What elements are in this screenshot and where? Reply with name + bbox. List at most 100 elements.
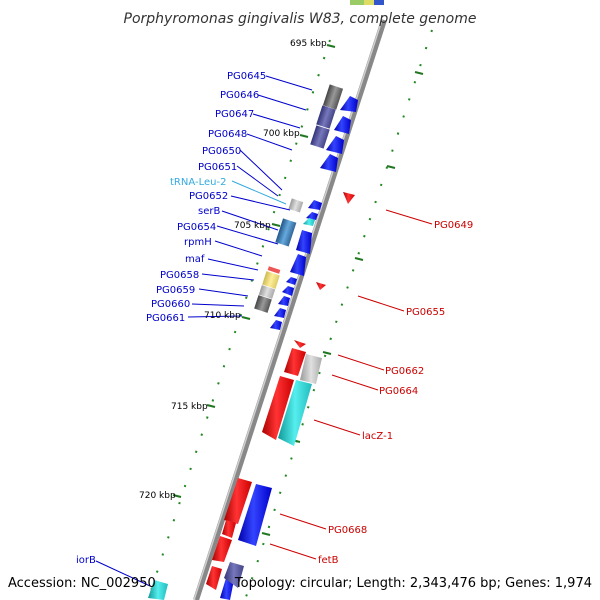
tick-mark <box>322 351 332 355</box>
tick-label: 720 kbp <box>139 491 176 501</box>
tick-mark <box>299 134 309 138</box>
callout-line <box>313 419 361 436</box>
tick-mark <box>326 44 336 48</box>
callout-line <box>230 195 291 211</box>
tick-mark <box>354 257 364 261</box>
gene-label-pg0662: PG0662 <box>385 366 424 377</box>
callout-line <box>257 94 307 111</box>
gene-lgray <box>288 198 304 213</box>
gene-forward <box>270 320 282 330</box>
tick-labels: 695 kbp 700 kbp 705 kbp 710 kbp 715 kbp … <box>139 39 327 501</box>
gene-label-pg0648: PG0648 <box>208 129 247 140</box>
forward-genes <box>220 96 358 600</box>
callout-line <box>269 543 317 560</box>
gene-label-iorb: iorB <box>76 555 96 566</box>
left-gene-labels: PG0645 PG0646 PG0647 PG0648 PG0650 PG065… <box>76 71 266 566</box>
gene-label-pg0664: PG0664 <box>379 386 418 397</box>
tick-label: 705 kbp <box>234 221 271 231</box>
tick-mark <box>206 404 216 408</box>
gene-label-fetb: fetB <box>318 555 339 566</box>
outer-dotted-ring <box>244 29 433 600</box>
gene-label-pg0650: PG0650 <box>202 146 241 157</box>
gene-reverse <box>316 282 326 290</box>
gene-label-pg0645: PG0645 <box>227 71 266 82</box>
gene-forward <box>220 578 234 600</box>
tick-marks <box>172 44 424 536</box>
gene-cyan <box>278 380 312 446</box>
other-genes <box>254 84 344 313</box>
right-gene-labels: PG0649 PG0655 PG0662 PG0664 lacZ-1 PG066… <box>318 220 473 566</box>
gene-forward <box>282 286 294 296</box>
tick-mark <box>386 165 396 169</box>
callout-line <box>198 288 249 297</box>
callout-line <box>385 209 433 225</box>
callout-line <box>95 560 151 587</box>
callout-line <box>279 513 327 530</box>
top-feature-blue <box>374 0 384 5</box>
callout-line <box>216 225 279 245</box>
gene-forward <box>326 136 344 154</box>
gene-forward <box>306 212 318 220</box>
gene-navy <box>310 125 330 149</box>
top-feature-yellow <box>364 0 374 5</box>
gene-forward <box>303 218 315 226</box>
gene-label-pg0668: PG0668 <box>328 525 367 536</box>
gene-forward <box>238 484 272 546</box>
gene-label-trna-leu-2: tRNA-Leu-2 <box>170 177 226 188</box>
gene-label-maf: maf <box>185 254 205 265</box>
callout-line <box>207 258 259 271</box>
gene-reverse <box>294 340 306 348</box>
callout-line <box>201 273 255 281</box>
tick-label: 710 kbp <box>204 311 241 321</box>
gene-reverse <box>222 520 236 538</box>
gene-label-pg0649: PG0649 <box>434 220 473 231</box>
gene-label-pg0660: PG0660 <box>151 299 190 310</box>
top-feature-green <box>350 0 364 5</box>
gene-gray <box>254 295 272 313</box>
tick-mark <box>172 494 182 498</box>
callout-line <box>357 295 405 312</box>
gene-reverse <box>224 478 252 524</box>
callout-line <box>187 315 243 318</box>
gene-gray <box>322 84 344 110</box>
callout-line <box>239 149 283 191</box>
gene-reverse <box>343 192 355 204</box>
gene-label-pg0661: PG0661 <box>146 313 185 324</box>
left-callouts <box>95 75 313 587</box>
gene-red-small <box>267 266 281 274</box>
genome-backbone <box>193 19 387 600</box>
gene-reverse <box>262 376 294 440</box>
gene-lgray-rev <box>300 354 322 384</box>
genome-backbone-highlight <box>193 19 383 600</box>
gene-label-pg0654: PG0654 <box>177 222 216 233</box>
gene-forward <box>286 277 297 285</box>
tick-mark <box>414 71 424 75</box>
callout-line <box>236 165 279 197</box>
right-callouts <box>269 209 433 560</box>
tick-label: 715 kbp <box>171 402 208 412</box>
tick-mark <box>261 532 271 536</box>
callout-line <box>246 133 293 151</box>
gene-forward <box>334 116 351 134</box>
gene-label-pg0646: PG0646 <box>220 90 259 101</box>
gene-label-pg0655: PG0655 <box>406 307 445 318</box>
tick-mark <box>241 316 251 320</box>
gene-steel <box>275 218 297 247</box>
accession-text: Accession: NC_002950 <box>8 576 156 591</box>
callout-line <box>214 240 263 257</box>
gene-label-pg0658: PG0658 <box>160 270 199 281</box>
tick-label: 700 kbp <box>263 129 300 139</box>
callout-line <box>191 303 245 307</box>
reverse-genes <box>148 192 355 600</box>
gene-label-lacz-1: lacZ-1 <box>362 431 393 442</box>
gene-forward <box>340 96 358 112</box>
genome-summary-text: Topology: circular; Length: 2,343,476 bp… <box>234 576 592 591</box>
gene-forward <box>290 254 306 276</box>
tick-label: 695 kbp <box>290 39 327 49</box>
gene-reverse <box>284 348 306 376</box>
tick-mark <box>271 223 281 227</box>
gene-label-serb: serB <box>198 206 220 217</box>
gene-label-pg0651: PG0651 <box>198 162 237 173</box>
gene-forward <box>308 200 322 210</box>
callout-line <box>337 354 385 371</box>
